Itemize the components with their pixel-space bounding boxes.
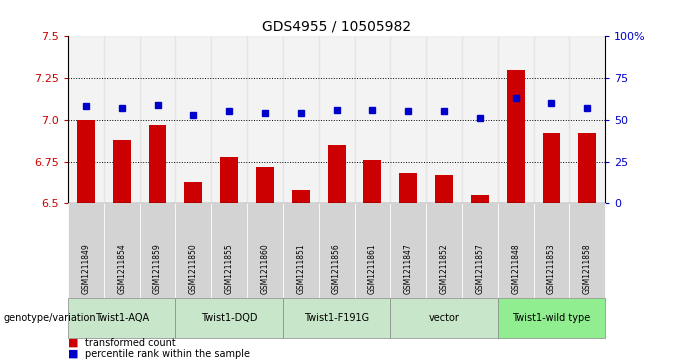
Bar [328, 145, 345, 203]
Text: GSM1211851: GSM1211851 [296, 244, 305, 294]
Bar [139, 36, 175, 203]
Text: GSM1211857: GSM1211857 [475, 243, 484, 294]
Text: GSM1211854: GSM1211854 [117, 243, 126, 294]
Bar [319, 36, 354, 203]
Bar [211, 36, 247, 203]
Bar [462, 36, 498, 203]
Text: genotype/variation: genotype/variation [3, 313, 96, 323]
Text: GSM1211852: GSM1211852 [439, 244, 449, 294]
Bar [507, 70, 525, 203]
Text: GSM1211847: GSM1211847 [404, 243, 413, 294]
Bar [104, 36, 139, 203]
Text: Twist1-DQD: Twist1-DQD [201, 313, 258, 323]
Text: transformed count: transformed count [85, 338, 175, 348]
Bar [543, 133, 560, 203]
Text: GSM1211853: GSM1211853 [547, 243, 556, 294]
Bar [184, 182, 203, 203]
Text: percentile rank within the sample: percentile rank within the sample [85, 349, 250, 359]
Text: GSM1211859: GSM1211859 [153, 243, 162, 294]
Bar [426, 36, 462, 203]
Bar [390, 36, 426, 203]
Bar [569, 36, 605, 203]
Text: GSM1211861: GSM1211861 [368, 244, 377, 294]
Bar [364, 160, 381, 203]
Bar [498, 36, 534, 203]
Text: GSM1211856: GSM1211856 [332, 243, 341, 294]
Bar [175, 36, 211, 203]
Text: ■: ■ [68, 349, 78, 359]
Text: GSM1211849: GSM1211849 [82, 243, 90, 294]
Bar [399, 173, 417, 203]
Text: ■: ■ [68, 338, 78, 348]
Text: Twist1-wild type: Twist1-wild type [512, 313, 591, 323]
Title: GDS4955 / 10505982: GDS4955 / 10505982 [262, 20, 411, 34]
Bar [435, 175, 453, 203]
Text: GSM1211858: GSM1211858 [583, 244, 592, 294]
Text: GSM1211848: GSM1211848 [511, 244, 520, 294]
Bar [68, 36, 104, 203]
Text: GSM1211855: GSM1211855 [224, 243, 234, 294]
Text: GSM1211860: GSM1211860 [260, 243, 269, 294]
Text: vector: vector [428, 313, 460, 323]
Bar [247, 36, 283, 203]
Bar [283, 36, 319, 203]
Bar [292, 190, 310, 203]
Bar [354, 36, 390, 203]
Text: GSM1211850: GSM1211850 [189, 243, 198, 294]
Bar [113, 140, 131, 203]
Text: Twist1-F191G: Twist1-F191G [304, 313, 369, 323]
Bar [471, 195, 489, 203]
Bar [148, 125, 167, 203]
Bar [220, 156, 238, 203]
Bar [534, 36, 569, 203]
Text: Twist1-AQA: Twist1-AQA [95, 313, 149, 323]
Bar [77, 120, 95, 203]
Bar [578, 133, 596, 203]
Bar [256, 167, 274, 203]
